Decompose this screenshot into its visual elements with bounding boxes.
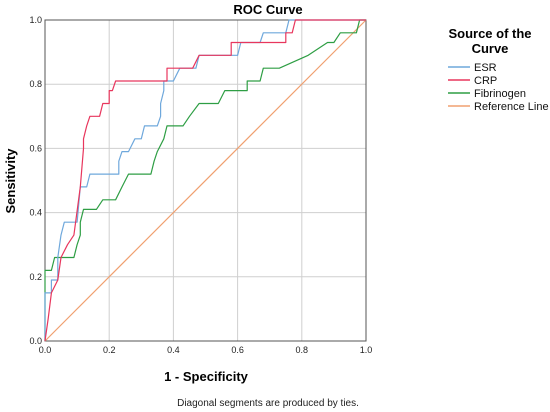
x-tick-label: 1.0 <box>360 345 373 355</box>
series-line-fibrinogen <box>44 19 366 341</box>
series-line-crp <box>44 19 366 342</box>
axis-ticks: 0.00.0 0.2 0.2 0.4 0.4 0.6 0.6 0.8 0.8 1.0 1.0 <box>29 15 372 355</box>
legend-label-fibrinogen: Fibrinogen <box>474 88 526 100</box>
legend-title-line1: Source of the <box>448 26 531 41</box>
y-tick-label: 0.8 <box>29 79 42 89</box>
x-tick-label: 0.2 <box>103 345 116 355</box>
y-tick-label: 0.0 <box>29 336 42 346</box>
x-tick-label: 0.8 <box>296 345 309 355</box>
series-lines <box>44 19 367 342</box>
legend-title-line2: Curve <box>472 41 509 56</box>
y-tick-label: 0.6 <box>29 143 42 153</box>
x-tick-label: 0.0 <box>39 345 52 355</box>
plot-frame <box>44 19 367 342</box>
chart-title: ROC Curve <box>233 2 302 17</box>
x-tick-label: 0.6 <box>231 345 244 355</box>
y-tick-label: 0.2 <box>29 272 42 282</box>
x-tick-label: 0.4 <box>167 345 180 355</box>
y-axis-title: Sensitivity <box>3 148 18 214</box>
legend: Source of the Curve ESRCRPFibrinogenRefe… <box>448 26 549 113</box>
y-tick-label: 1.0 <box>29 15 42 25</box>
footnote: Diagonal segments are produced by ties. <box>177 398 359 409</box>
series-line-reference-line <box>44 19 367 342</box>
legend-label-esr: ESR <box>474 62 497 74</box>
legend-label-crp: CRP <box>474 75 497 87</box>
y-tick-label: 0.4 <box>29 208 42 218</box>
x-axis-title: 1 - Specificity <box>164 369 249 384</box>
legend-label-reference-line: Reference Line <box>474 101 549 113</box>
series-line-esr <box>44 19 366 341</box>
